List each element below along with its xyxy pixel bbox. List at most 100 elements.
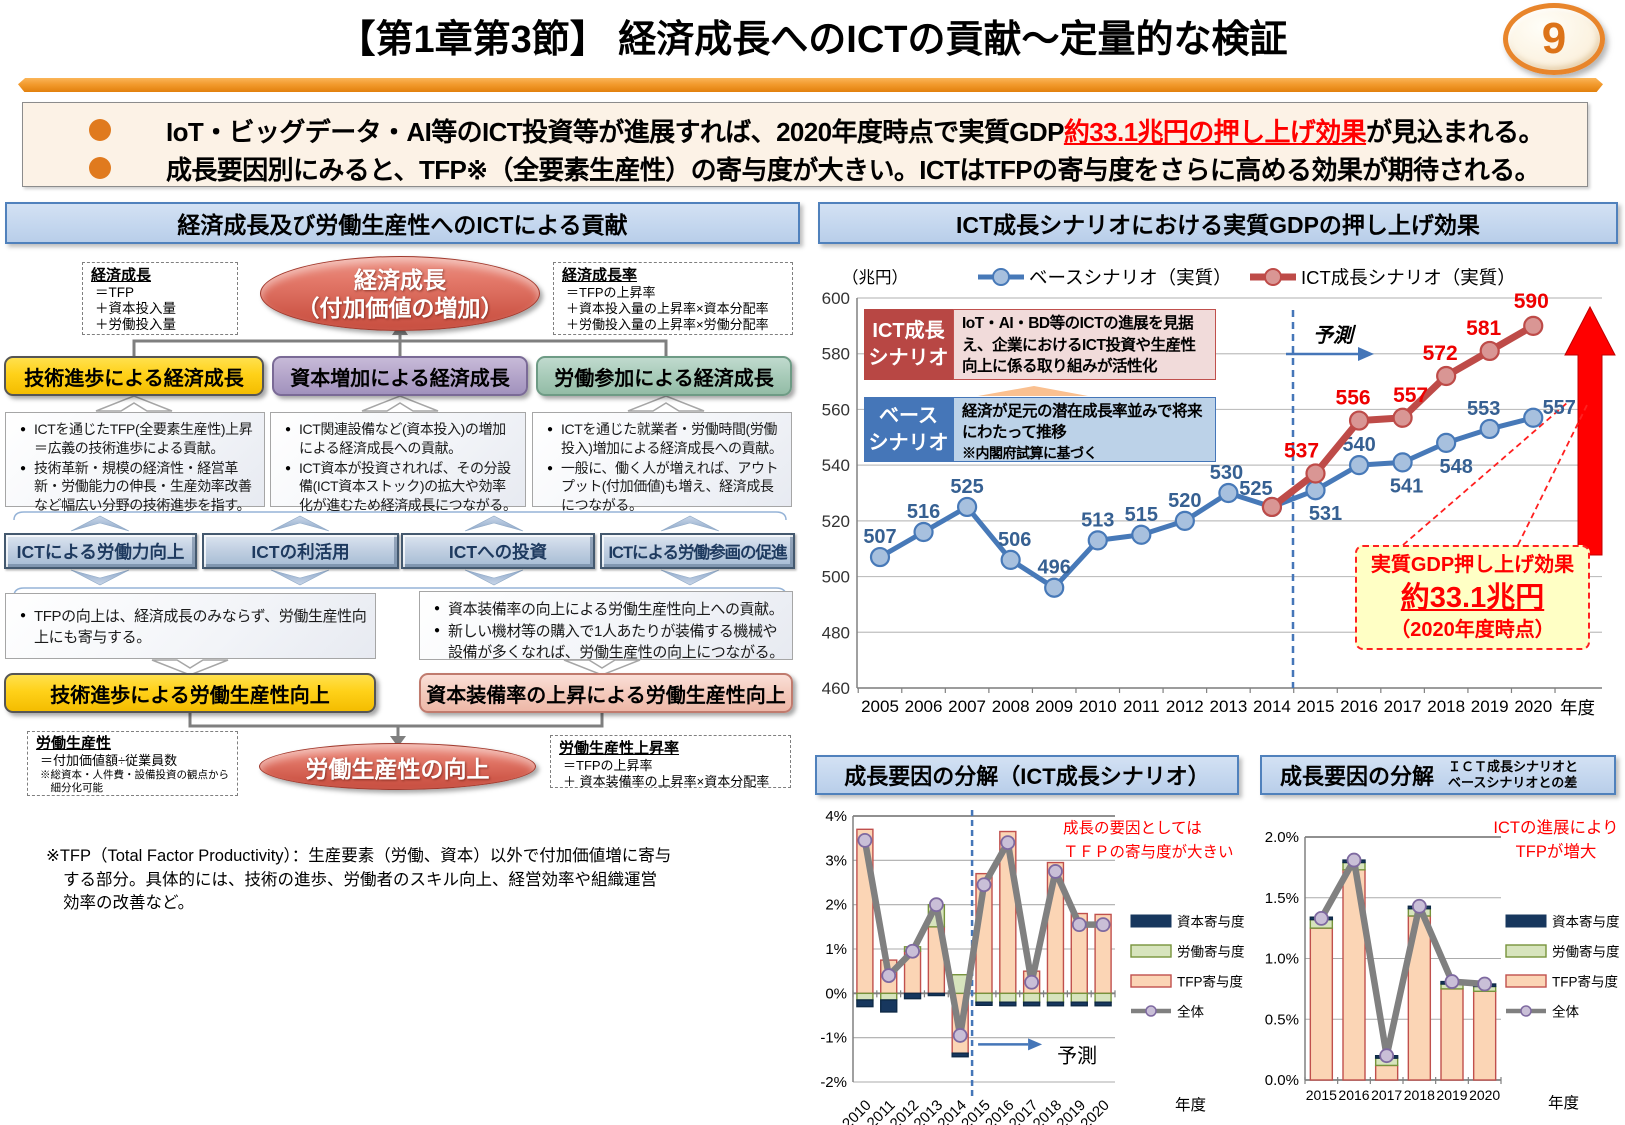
formula-box-productivity-rate: 労働生産性上昇率 ＝TFPの上昇率 ＋ 資本装備率の上昇率×資本分配率 [550,735,791,789]
decomp-diff-subtitle: ＩＣＴ成長シナリオと ベースシナリオとの差 [1448,759,1579,790]
series-marker [869,546,891,568]
series-marker [1479,418,1500,440]
total-marker [1379,1048,1395,1064]
y-tick-label: 1% [825,941,847,958]
decomp-ict-chart: -2% -1% 0% 1% 2% 3% 4% 予測 2010 2011 2012 2013 2014 20… [815,795,1255,1125]
bullet-icon [89,119,111,141]
y-tick-label: 2.0% [1265,829,1299,846]
data-label: 556 [1336,387,1371,410]
y-tick-label: 460 [822,679,850,698]
formula-box-productivity: 労働生産性 ＝付加価値額÷従業員数 ※総資本・人件費・設備投資の観点から 細分化… [27,731,238,796]
data-label: 507 [863,526,896,548]
gdp-callout-base-body: 経済が足元の潜在成長率並みで将来にわたって推移 ※内閣府試算に基づく [953,397,1216,462]
bar-segment [1094,1001,1112,1007]
xlabel: 年度 [1560,698,1595,718]
gdp-callout-ict-body: IoT・AI・BD等のICTの進展を見据え、企業におけるICT投資や生産性向上に… [953,309,1216,380]
y-tick-label: 580 [822,345,850,364]
formula-box-growth: 経済成長 ＝TFP ＋資本投入量 ＋労働投入量 [82,262,238,335]
bar-segment [1440,988,1464,1081]
key-message-line-2: 成長要因別にみると、TFP※（全要素生産性）の寄与度が大きい。ICTはTFPの寄… [23,149,1587,187]
factor-box-capital: 資本増加による経済成長 [272,356,528,396]
bar-segment [975,992,993,1003]
bar-segment [856,992,874,1001]
total-marker [857,832,873,848]
y-tick-label: 480 [822,623,850,642]
x-tick-label: 2008 [992,697,1030,716]
data-label: 513 [1081,509,1114,531]
bar-segment [975,1001,993,1007]
legend-label: 全体 [1177,1004,1205,1020]
legend-swatch [1505,944,1547,958]
y-tick-label: 0% [825,985,847,1002]
legend-marker [1520,1005,1532,1017]
lead-text-1b: が見込まれる。 [1366,116,1544,147]
legend-marker [1145,1005,1157,1017]
forecast-arrowhead [1028,1038,1043,1051]
decomp-diff-panel-header: 成長要因の分解 ＩＣＴ成長シナリオと ベースシナリオとの差 [1260,755,1616,795]
total-marker [1048,864,1063,879]
bar-segment [1070,1001,1088,1007]
decomp-diff-title: 成長要因の分解 [1280,764,1435,789]
x-tick-label: 2017 [1371,1087,1402,1103]
decomp-ict-chart-canvas: -2%-1%0%1%2%3%4%予測2010201120122013201420… [820,808,1245,1125]
data-label: 557 [1393,384,1428,407]
bar-segment [856,999,874,1008]
total-marker [1346,852,1362,868]
series-marker [1436,432,1457,453]
bar-segment [1472,990,1497,1081]
callout-tail [1402,402,1568,546]
detail-box-capital: ● ICT関連設備など(資本投入)の増加による経済成長への貢献。 ● ICT資本が投… [270,412,526,513]
title-divider-bar [18,78,1603,92]
series-marker [1436,365,1457,387]
series-marker [1261,496,1283,518]
page-title: 【第1章第3節】 経済成長へのICTの貢献～定量的な検証 [337,19,1288,61]
y-tick-label: 560 [822,400,850,419]
legend-swatch [1130,974,1172,988]
bar-segment [1022,992,1041,1003]
total-marker [1313,911,1329,926]
series-marker [1044,577,1065,598]
x-tick-label: 2016 [1340,697,1378,716]
data-label: 525 [1239,478,1272,500]
legend-label: 労働寄与度 [1552,944,1620,960]
x-tick-label: 2011 [1123,697,1160,716]
x-tick-label: 2019 [1471,697,1509,716]
ict-button-participation: ICTによる労働参画の促進 [600,533,795,569]
bar-segment [880,992,898,1001]
total-marker [1071,917,1087,933]
x-tick-label: 2018 [1427,697,1465,716]
decomp-diff-chart-canvas: 0.0% 0.5% 1.0% 1.5% 2.0% 2015 2016 2017 2018 2019… [1265,818,1620,1112]
legend-swatch [1505,914,1547,928]
total-marker [905,943,920,959]
legend-label: 労働寄与度 [1177,944,1245,960]
series-marker [1131,524,1152,545]
ict-button-investment: ICTへの投資 [401,533,595,569]
series-marker [1392,452,1413,473]
gdp-callout-base-note: ※内閣府試算に基づく [962,445,1098,461]
detail-box-tech: ● ICTを通じたTFP(全要素生産性)上昇＝広義の技術進歩による貢献。 ● 技術革… [5,412,265,513]
y-tick-label: 0.5% [1265,1011,1299,1028]
up-dart-arrow-icons [70,515,720,532]
total-marker [952,1028,968,1043]
total-marker [1024,974,1040,990]
annotation: TFPが増大 [1516,842,1597,861]
decomp-diff-chart: 0.0% 0.5% 1.0% 1.5% 2.0% 2015 2016 2017 2018 2019… [1260,795,1625,1125]
factor-box-tech: 技術進歩による経済成長 [4,356,264,396]
productivity-factor-capital: 資本装備率の上昇による労働生産性向上 [419,673,793,713]
y-tick-label: 540 [822,456,850,475]
data-label: 557 [1543,397,1576,419]
data-label: 525 [950,476,983,498]
lead-text-highlight: 約33.1兆円の押し上げ効果 [1063,116,1367,147]
y-tick-label: 1.5% [1265,890,1299,907]
x-tick-label: 2007 [948,697,986,716]
page-number: 9 [1541,14,1567,63]
data-label: 553 [1467,398,1500,420]
bar-segment [1022,1001,1041,1007]
series-marker [1305,463,1326,484]
legend-swatch [1505,974,1547,988]
x-tick-label: 2012 [1166,697,1204,716]
x-tick-label: 2009 [1035,697,1073,716]
forecast-label: 予測 [1313,324,1357,347]
annotation: ICTの進展により [1493,818,1618,837]
tree-connector-top [132,333,668,356]
